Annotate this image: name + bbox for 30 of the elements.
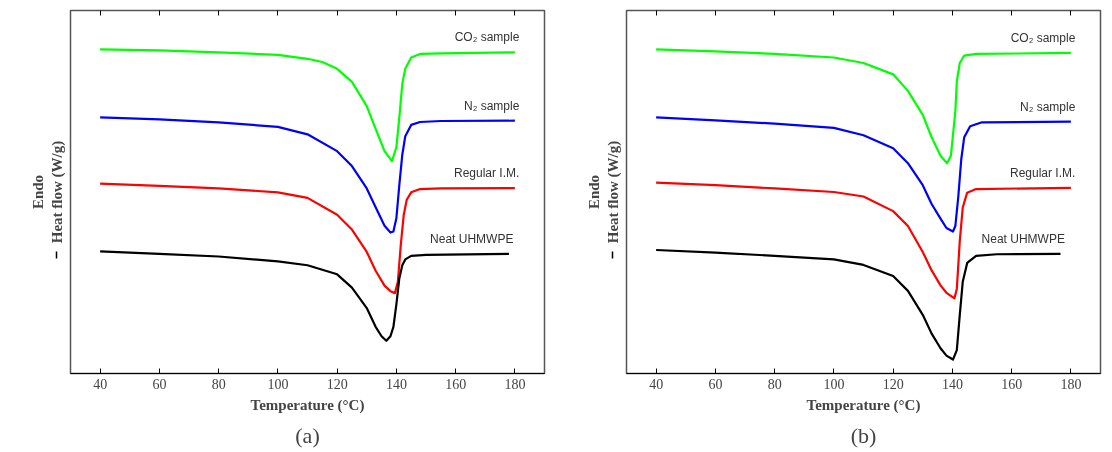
text: Endo	[585, 174, 602, 210]
series-label: Regular I.M.	[1009, 165, 1076, 180]
x-tick-label: 180	[1060, 376, 1082, 392]
x-tick-label: 100	[823, 376, 845, 392]
x-tick-label: 120	[882, 376, 904, 392]
x-tick-label: 40	[649, 376, 664, 392]
x-tick-label: 80	[767, 376, 782, 392]
series-label: CO₂ sample	[1010, 30, 1076, 45]
x-tick-label: 160	[445, 376, 467, 392]
x-tick-label: 140	[941, 376, 963, 392]
x-tick-label: 100	[267, 376, 289, 392]
x-tick-label: 120	[326, 376, 348, 392]
series-label: Neat UHMWPE	[430, 231, 514, 246]
x-tick-label: 80	[211, 376, 226, 392]
text: (a)	[295, 422, 320, 448]
series-label: CO₂ sample	[454, 30, 520, 45]
series-label: N₂ sample	[1019, 99, 1076, 114]
x-tick-label: 60	[152, 376, 167, 392]
x-tick-label: 40	[93, 376, 108, 392]
x-tick-label: 60	[708, 376, 723, 392]
series-label: Neat UHMWPE	[981, 231, 1065, 246]
x-axis-title: Temperature (°C)	[250, 396, 365, 414]
x-tick-label: 140	[385, 376, 407, 392]
x-tick-label: 180	[504, 376, 526, 392]
x-axis-title: Temperature (°C)	[806, 396, 921, 414]
series-label: N₂ sample	[463, 98, 520, 113]
text: (b)	[850, 422, 877, 448]
x-tick-label: 160	[1001, 376, 1023, 392]
text: Endo	[29, 174, 46, 210]
series-label: Regular I.M.	[453, 166, 520, 181]
